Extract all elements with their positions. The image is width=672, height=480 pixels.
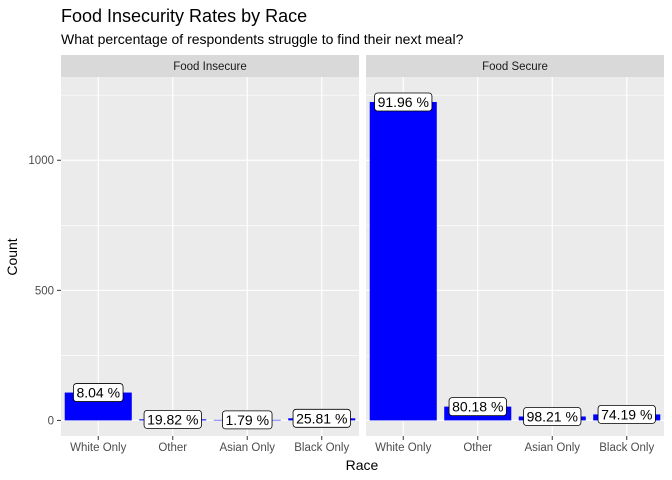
x-tick-label: White Only [70,442,126,454]
data-label-box [448,397,507,417]
data-label: 91.96 % [378,94,429,110]
data-label: 74.19 % [601,406,652,422]
x-tick-label: Asian Only [219,442,275,454]
facet-strip [366,55,664,77]
data-label-box [597,405,656,424]
data-label-box [73,383,124,402]
data-label: 8.04 % [76,385,120,401]
data-label-group: 25.81 % [292,408,351,428]
chart-subtitle: What percentage of respondents struggle … [61,31,464,47]
facet-panel-insecure: Food Insecure 8.04 % 19.82 % 1.79 % 25.81 % W… [61,55,359,454]
y-tick-label: 0 [48,415,54,427]
panel-background [61,77,359,436]
data-label: 19.82 % [147,411,198,427]
data-label: 1.79 % [225,412,269,428]
data-label-group: 19.82 % [143,409,202,429]
data-label-group: 98.21 % [523,407,582,426]
data-label-group: 80.18 % [448,397,507,417]
data-label: 80.18 % [452,399,503,415]
data-label-box [292,408,351,428]
data-label-box [523,407,582,426]
y-tick-label: 500 [35,285,54,297]
x-tick-label: Other [158,442,187,454]
data-label-group: 74.19 % [597,405,656,424]
facet-strip [61,55,359,77]
bar [369,101,437,421]
facet-strip-label: Food Insecure [173,61,247,73]
x-axis-title: Race [346,457,379,473]
data-label-box [143,409,202,429]
chart-title: Food Insecurity Rates by Race [61,6,307,26]
data-label-box [374,92,433,112]
data-label-group: 1.79 % [222,410,273,430]
x-tick-label: White Only [375,442,431,454]
facet-strip-label: Food Secure [482,61,548,73]
y-tick-label: 1000 [28,155,54,167]
data-label: 98.21 % [527,408,578,424]
plot-layer: 0 500 1000 Food Insecure 8.04 % 19.82 % 1.79 %… [28,55,664,454]
x-tick-label: Asian Only [524,442,580,454]
data-label-group: 8.04 % [73,383,124,402]
facet-panel-secure: Food Secure 91.96 % 80.18 % 98.21 % 74.19 % W… [366,55,664,454]
x-tick-label: Other [463,442,492,454]
data-label-box [222,410,273,430]
data-label-group: 91.96 % [374,92,433,112]
y-axis-title: Count [4,238,20,275]
x-tick-label: Black Only [599,442,654,454]
x-tick-label: Black Only [294,442,349,454]
data-label: 25.81 % [296,410,347,426]
